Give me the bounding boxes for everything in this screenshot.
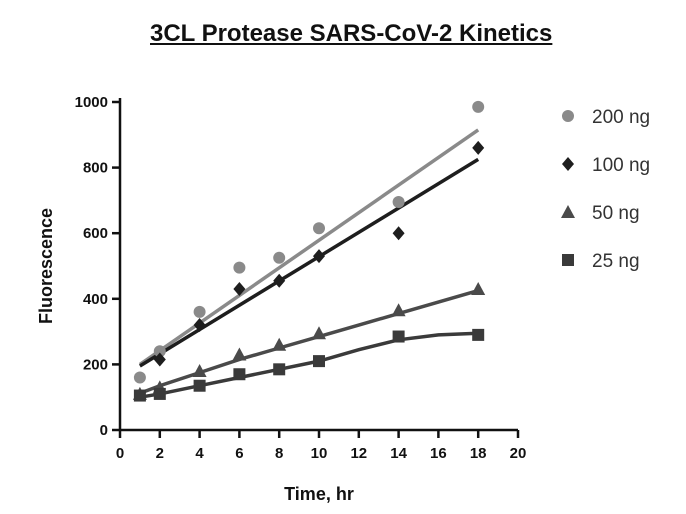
data-point-25-ng [153,387,166,400]
data-point-200-ng [392,196,405,209]
data-point-25-ng [193,379,206,392]
x-tick-label: 8 [275,445,283,462]
data-point-200-ng [472,100,485,113]
fit-line-200-ng [138,128,480,366]
data-point-50-ng [471,281,486,295]
y-tick-label: 0 [100,422,108,439]
y-tick-label: 400 [83,291,108,308]
legend-marker-25-ng [562,254,574,266]
legend-label: 200 ng [592,107,650,128]
data-point-25-ng [392,330,405,343]
data-point-200-ng [193,305,206,318]
x-tick-label: 18 [470,445,487,462]
legend-marker-100-ng [562,157,574,171]
y-axis-label: Fluorescence [36,208,56,324]
x-tick-label: 4 [195,445,204,462]
legend-label: 25 ng [592,251,640,272]
y-tick-label: 200 [83,356,108,373]
x-tick-label: 12 [350,445,367,462]
data-point-100-ng [392,226,405,241]
data-point-100-ng [273,273,286,288]
x-tick-label: 14 [390,445,407,462]
data-point-25-ng [233,368,246,381]
y-tick-label: 600 [83,225,108,242]
data-point-200-ng [273,251,286,264]
data-point-50-ng [232,347,247,361]
fit-line-50-ng [139,288,479,395]
data-point-50-ng [312,326,326,340]
x-axis-label: Time, hr [284,484,354,504]
fit-line-100-ng [138,157,480,368]
data-point-25-ng [313,355,325,368]
data-point-25-ng [472,328,485,341]
data-point-100-ng [193,318,206,333]
y-tick-label: 800 [83,160,108,177]
x-tick-label: 20 [510,445,527,462]
data-point-100-ng [153,352,166,367]
x-tick-label: 0 [116,445,124,462]
data-point-200-ng [233,261,246,274]
data-point-100-ng [313,249,325,264]
fit-line-25-ng [139,331,479,399]
legend-label: 100 ng [592,155,650,176]
chart-title: 3CL Protease SARS-CoV-2 Kinetics [150,20,553,47]
data-point-100-ng [472,140,485,155]
data-point-200-ng [153,345,166,358]
x-tick-label: 16 [430,445,447,462]
y-tick-label: 1000 [75,94,108,111]
data-point-50-ng [272,337,287,351]
data-point-25-ng [273,363,286,376]
x-tick-label: 10 [311,445,328,462]
legend-marker-50-ng [561,205,575,218]
x-tick-label: 6 [235,445,243,462]
x-tick-label: 2 [156,445,164,462]
legend-marker-200-ng [562,110,574,122]
data-point-100-ng [233,281,246,296]
legend-label: 50 ng [592,203,640,224]
data-point-200-ng [313,222,325,235]
data-point-25-ng [133,389,146,402]
data-point-200-ng [133,371,146,384]
data-point-50-ng [391,303,406,317]
data-point-50-ng [192,363,207,377]
